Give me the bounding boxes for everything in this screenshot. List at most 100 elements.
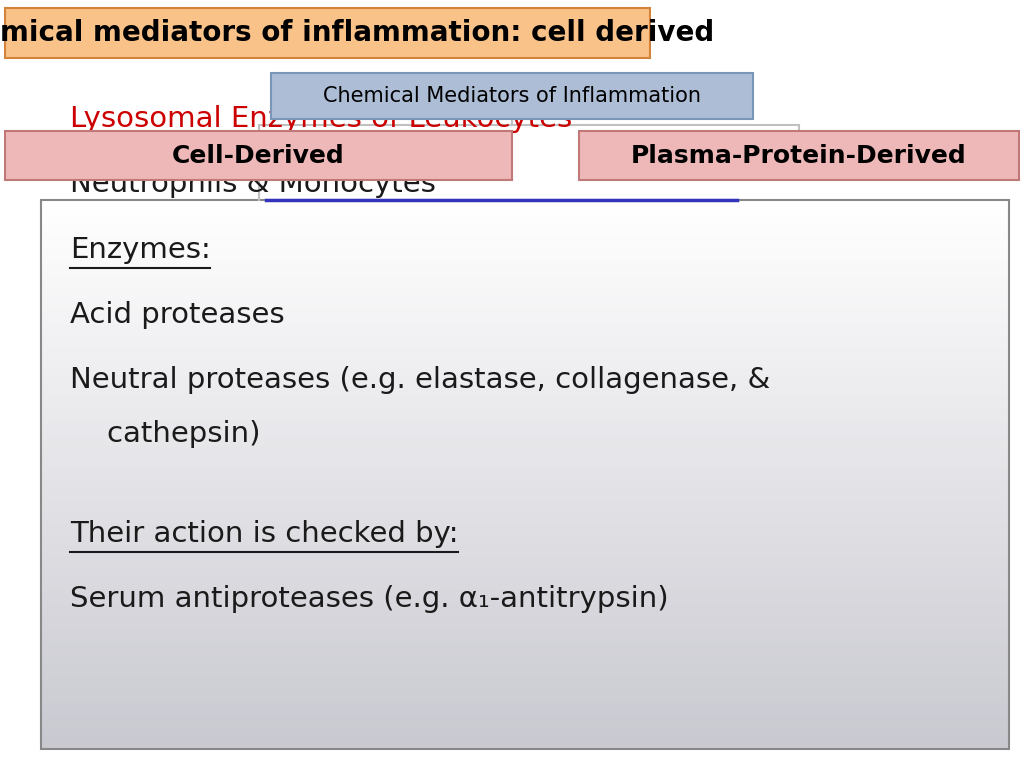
FancyBboxPatch shape	[41, 501, 1009, 507]
FancyBboxPatch shape	[41, 260, 1009, 266]
FancyBboxPatch shape	[41, 248, 1009, 255]
FancyBboxPatch shape	[41, 281, 1009, 287]
FancyBboxPatch shape	[41, 254, 1009, 260]
FancyBboxPatch shape	[41, 523, 1009, 529]
FancyBboxPatch shape	[41, 693, 1009, 700]
Text: cathepsin): cathepsin)	[70, 420, 260, 448]
FancyBboxPatch shape	[41, 325, 1009, 332]
FancyBboxPatch shape	[41, 331, 1009, 337]
FancyBboxPatch shape	[41, 649, 1009, 655]
FancyBboxPatch shape	[41, 556, 1009, 562]
FancyBboxPatch shape	[41, 364, 1009, 370]
FancyBboxPatch shape	[5, 131, 512, 180]
FancyBboxPatch shape	[41, 358, 1009, 365]
FancyBboxPatch shape	[41, 611, 1009, 617]
FancyBboxPatch shape	[41, 720, 1009, 727]
FancyBboxPatch shape	[41, 298, 1009, 304]
FancyBboxPatch shape	[41, 710, 1009, 716]
FancyBboxPatch shape	[41, 743, 1009, 749]
FancyBboxPatch shape	[41, 473, 1009, 480]
FancyBboxPatch shape	[41, 396, 1009, 403]
FancyBboxPatch shape	[41, 512, 1009, 518]
Text: Serum antiproteases (e.g. α₁-antitrypsin): Serum antiproteases (e.g. α₁-antitrypsin…	[70, 585, 669, 613]
FancyBboxPatch shape	[41, 495, 1009, 502]
FancyBboxPatch shape	[41, 654, 1009, 661]
FancyBboxPatch shape	[41, 227, 1009, 233]
FancyBboxPatch shape	[41, 435, 1009, 442]
FancyBboxPatch shape	[41, 199, 1009, 205]
Text: Chemical mediators of inflammation: cell derived: Chemical mediators of inflammation: cell…	[0, 18, 715, 47]
FancyBboxPatch shape	[41, 589, 1009, 595]
FancyBboxPatch shape	[579, 131, 1019, 180]
FancyBboxPatch shape	[41, 270, 1009, 276]
FancyBboxPatch shape	[41, 699, 1009, 705]
FancyBboxPatch shape	[41, 567, 1009, 573]
FancyBboxPatch shape	[41, 286, 1009, 293]
FancyBboxPatch shape	[41, 243, 1009, 249]
FancyBboxPatch shape	[41, 594, 1009, 601]
FancyBboxPatch shape	[41, 319, 1009, 326]
FancyBboxPatch shape	[41, 737, 1009, 743]
FancyBboxPatch shape	[41, 490, 1009, 496]
FancyBboxPatch shape	[41, 424, 1009, 430]
FancyBboxPatch shape	[41, 265, 1009, 271]
FancyBboxPatch shape	[41, 627, 1009, 634]
FancyBboxPatch shape	[41, 671, 1009, 677]
FancyBboxPatch shape	[41, 369, 1009, 376]
FancyBboxPatch shape	[41, 276, 1009, 282]
FancyBboxPatch shape	[41, 545, 1009, 551]
FancyBboxPatch shape	[41, 457, 1009, 463]
FancyBboxPatch shape	[41, 408, 1009, 414]
Text: Neutrophils & Monocytes: Neutrophils & Monocytes	[70, 170, 435, 198]
FancyBboxPatch shape	[41, 666, 1009, 672]
FancyBboxPatch shape	[41, 391, 1009, 397]
FancyBboxPatch shape	[41, 551, 1009, 557]
FancyBboxPatch shape	[41, 386, 1009, 392]
FancyBboxPatch shape	[41, 402, 1009, 409]
FancyBboxPatch shape	[5, 8, 650, 58]
Text: Chemical Mediators of Inflammation: Chemical Mediators of Inflammation	[323, 86, 701, 106]
FancyBboxPatch shape	[41, 452, 1009, 458]
FancyBboxPatch shape	[41, 479, 1009, 485]
FancyBboxPatch shape	[41, 237, 1009, 243]
Text: Acid proteases: Acid proteases	[70, 301, 285, 329]
FancyBboxPatch shape	[41, 528, 1009, 535]
FancyBboxPatch shape	[41, 342, 1009, 348]
FancyBboxPatch shape	[41, 462, 1009, 468]
FancyBboxPatch shape	[41, 561, 1009, 568]
FancyBboxPatch shape	[41, 314, 1009, 320]
Text: Cell-Derived: Cell-Derived	[172, 144, 345, 167]
FancyBboxPatch shape	[41, 232, 1009, 238]
FancyBboxPatch shape	[41, 682, 1009, 688]
FancyBboxPatch shape	[41, 210, 1009, 216]
FancyBboxPatch shape	[41, 468, 1009, 475]
FancyBboxPatch shape	[41, 293, 1009, 299]
FancyBboxPatch shape	[41, 732, 1009, 738]
FancyBboxPatch shape	[41, 375, 1009, 381]
Text: Neutral proteases (e.g. elastase, collagenase, &: Neutral proteases (e.g. elastase, collag…	[70, 366, 770, 394]
FancyBboxPatch shape	[41, 221, 1009, 227]
FancyBboxPatch shape	[41, 715, 1009, 721]
FancyBboxPatch shape	[41, 726, 1009, 733]
FancyBboxPatch shape	[41, 429, 1009, 435]
FancyBboxPatch shape	[41, 687, 1009, 694]
FancyBboxPatch shape	[41, 413, 1009, 419]
FancyBboxPatch shape	[41, 616, 1009, 623]
FancyBboxPatch shape	[41, 677, 1009, 683]
FancyBboxPatch shape	[41, 660, 1009, 667]
FancyBboxPatch shape	[41, 303, 1009, 310]
FancyBboxPatch shape	[41, 353, 1009, 359]
FancyBboxPatch shape	[41, 605, 1009, 611]
FancyBboxPatch shape	[271, 73, 753, 119]
FancyBboxPatch shape	[41, 534, 1009, 540]
FancyBboxPatch shape	[41, 419, 1009, 425]
FancyBboxPatch shape	[41, 347, 1009, 353]
FancyBboxPatch shape	[41, 518, 1009, 524]
Text: Plasma-Protein-Derived: Plasma-Protein-Derived	[631, 144, 967, 167]
FancyBboxPatch shape	[41, 584, 1009, 590]
FancyBboxPatch shape	[41, 633, 1009, 639]
FancyBboxPatch shape	[41, 441, 1009, 447]
FancyBboxPatch shape	[41, 506, 1009, 513]
Text: Enzymes:: Enzymes:	[70, 236, 210, 263]
FancyBboxPatch shape	[41, 309, 1009, 315]
